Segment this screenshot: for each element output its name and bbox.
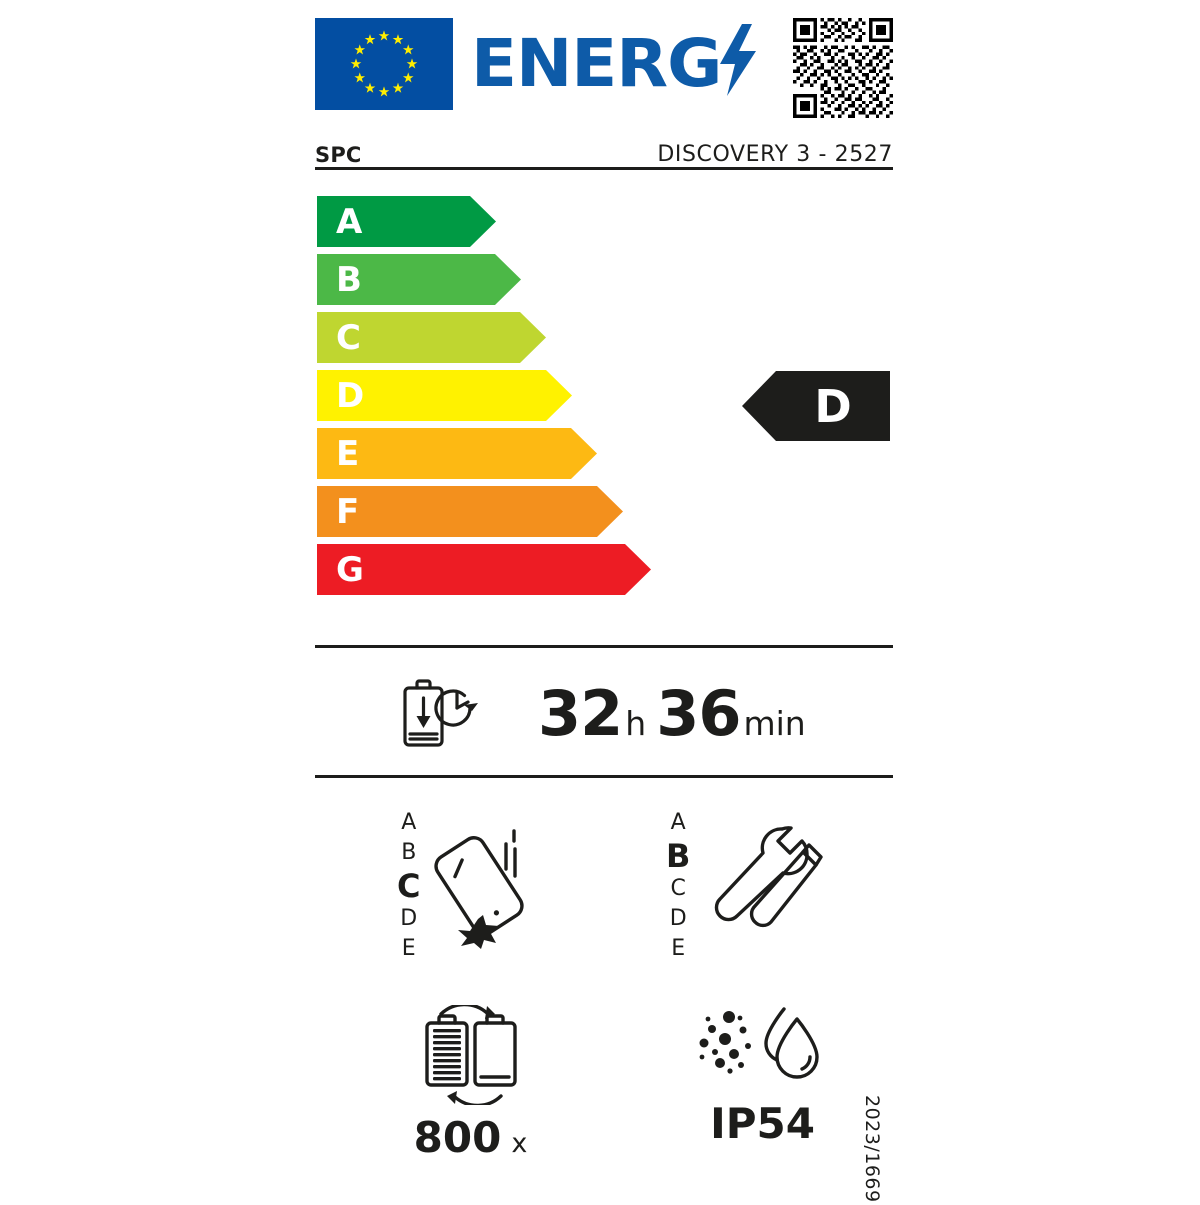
endurance-minutes: 36 bbox=[656, 677, 741, 750]
divider-above-endurance bbox=[315, 645, 893, 648]
lightning-bolt-icon bbox=[718, 24, 758, 100]
energy-class-bar: C bbox=[317, 312, 637, 363]
energy-class-letter: F bbox=[336, 491, 360, 532]
energy-class-letter: D bbox=[336, 375, 365, 416]
class-ladder-letter: E bbox=[671, 935, 686, 961]
battery-cycles-caption: 800 x bbox=[414, 1117, 528, 1159]
energy-class-letter: B bbox=[336, 259, 362, 300]
energy-class-bar-tip bbox=[495, 254, 521, 305]
energy-class-bar: F bbox=[317, 486, 637, 537]
energy-class-rating: D bbox=[742, 371, 890, 441]
energy-class-bar: A bbox=[317, 196, 637, 247]
endurance-hours: 32 bbox=[538, 677, 623, 750]
endurance-minutes-unit: min bbox=[743, 704, 806, 743]
regulation-reference: 2023/1669 bbox=[861, 1095, 883, 1203]
energy-class-bar-tip bbox=[571, 428, 597, 479]
ingress-protection-block: IP54 bbox=[604, 1005, 893, 1170]
energy-class-letter: A bbox=[336, 201, 363, 242]
energy-class-bar-body: D bbox=[317, 370, 546, 421]
energy-class-bar-body: E bbox=[317, 428, 571, 479]
class-ladder-letter: B bbox=[401, 839, 417, 865]
qr-code[interactable] bbox=[793, 18, 893, 118]
class-ladder-letter: E bbox=[401, 935, 416, 961]
energy-class-bar-body: B bbox=[317, 254, 495, 305]
battery-cycle-icon bbox=[413, 1002, 529, 1109]
ingress-protection-caption: IP54 bbox=[710, 1103, 815, 1145]
bottom-row: 800 x bbox=[315, 1002, 893, 1170]
energy-class-bar: G bbox=[317, 544, 651, 595]
eu-flag-icon bbox=[315, 18, 453, 110]
energy-class-bar-tip bbox=[546, 370, 572, 421]
energy-class-bar-body: G bbox=[317, 544, 625, 595]
class-ladder-letter: C bbox=[670, 875, 686, 901]
divider-below-endurance bbox=[315, 775, 893, 778]
energy-class-bar-body: A bbox=[317, 196, 470, 247]
energy-class-letter: E bbox=[336, 433, 360, 474]
rating-arrow-shape bbox=[742, 371, 890, 441]
energ-text: ENERG bbox=[471, 25, 722, 102]
battery-cycles-value: 800 bbox=[413, 1113, 502, 1162]
class-ladder-letter: B bbox=[666, 836, 691, 875]
ingress-protection-value: IP54 bbox=[710, 1099, 815, 1148]
wrench-screwdriver-icon bbox=[704, 823, 828, 949]
energy-class-letter: C bbox=[336, 317, 361, 358]
energy-class-bar: B bbox=[317, 254, 637, 305]
energy-wordmark: ENERG bbox=[453, 18, 793, 110]
model-identifier: DISCOVERY 3 - 2527 bbox=[657, 141, 893, 167]
class-ladder-letter: A bbox=[401, 809, 417, 835]
supplier-name: SPC bbox=[315, 142, 362, 167]
class-ladder-letter: D bbox=[669, 905, 687, 931]
energy-class-bar-tip bbox=[597, 486, 623, 537]
dust-water-icon bbox=[696, 1005, 830, 1095]
class-ladder-letter: C bbox=[397, 866, 421, 905]
endurance-hours-unit: h bbox=[625, 704, 647, 743]
battery-clock-icon bbox=[400, 678, 486, 750]
endurance-value: 32 h 36 min bbox=[538, 683, 816, 745]
energy-class-bar-body: F bbox=[317, 486, 597, 537]
energy-class-bar: E bbox=[317, 428, 637, 479]
energy-class-bar-tip bbox=[470, 196, 496, 247]
rating-letter: D bbox=[814, 379, 852, 433]
label-header: ENERG bbox=[315, 18, 893, 122]
battery-cycles-block: 800 x bbox=[315, 1002, 604, 1170]
class-ladder-letter: A bbox=[670, 809, 686, 835]
class-ladder-letter: D bbox=[400, 905, 418, 931]
energy-class-bar: D bbox=[317, 370, 637, 421]
brand-row: SPC DISCOVERY 3 - 2527 bbox=[315, 136, 893, 170]
battery-endurance-section: 32 h 36 min bbox=[315, 668, 893, 760]
energy-class-bar-body: C bbox=[317, 312, 520, 363]
energy-class-letter: G bbox=[336, 549, 364, 590]
falling-phone-icon bbox=[434, 819, 542, 953]
battery-cycles-unit: x bbox=[511, 1128, 528, 1159]
energy-class-bar-tip bbox=[625, 544, 651, 595]
energy-class-bar-tip bbox=[520, 312, 546, 363]
